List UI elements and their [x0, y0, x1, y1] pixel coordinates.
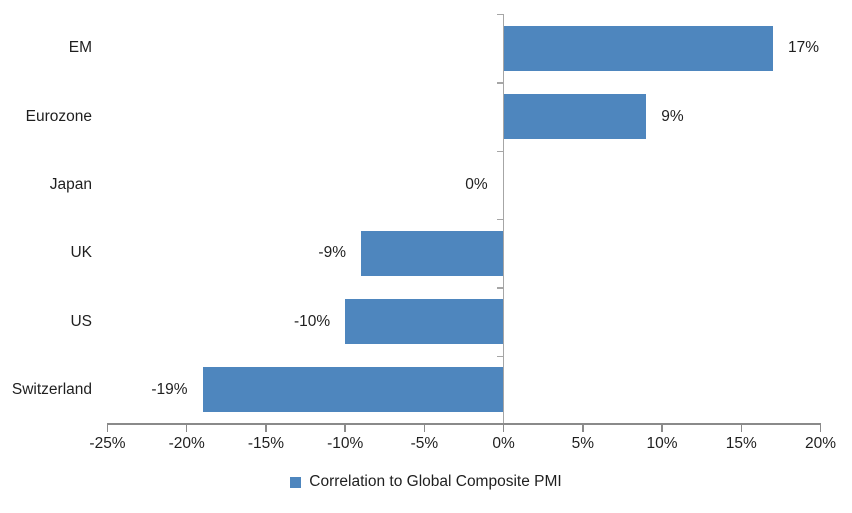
value-axis-tick	[502, 424, 505, 432]
value-axis-tick-label: -15%	[247, 435, 285, 452]
bar-em	[503, 25, 773, 71]
category-tick	[497, 219, 504, 221]
value-axis-tick	[582, 424, 584, 432]
legend-swatch	[290, 476, 302, 488]
data-label-us: -10%	[293, 312, 331, 330]
category-tick	[497, 82, 504, 84]
legend-label: Correlation to Global Composite PMI	[309, 473, 562, 490]
value-axis-tick-label: -25%	[89, 435, 126, 452]
bar-uk	[361, 230, 504, 276]
category-tick	[497, 287, 504, 289]
value-axis-tick-label: 5%	[571, 435, 595, 452]
data-label-uk: -9%	[318, 244, 346, 262]
category-label-eurozone: Eurozone	[25, 107, 92, 125]
category-label-japan: Japan	[49, 175, 92, 193]
value-axis-tick	[185, 424, 188, 432]
category-label-us: US	[70, 312, 92, 330]
data-label-em: 17%	[787, 39, 819, 57]
value-axis-tick-label: -5%	[410, 435, 439, 452]
value-axis-tick-label: 20%	[804, 435, 837, 452]
value-axis-tick	[661, 424, 663, 432]
category-label-switzerland: Switzerland	[11, 380, 92, 398]
category-axis-line	[502, 14, 505, 432]
data-label-japan: 0%	[465, 175, 488, 193]
value-axis-tick-label: 15%	[725, 435, 757, 452]
data-label-switzerland: -19%	[151, 380, 188, 398]
bar-switzerland	[202, 367, 504, 413]
category-label-uk: UK	[70, 244, 92, 262]
value-axis-tick-label: 10%	[646, 435, 678, 452]
bar-us	[345, 299, 504, 344]
value-axis-tick	[344, 424, 346, 432]
data-label-eurozone: 9%	[661, 107, 684, 125]
bar-eurozone	[503, 94, 647, 139]
value-axis-tick-label: 0%	[492, 435, 515, 452]
value-axis-tick	[265, 424, 267, 432]
category-tick	[497, 150, 504, 152]
value-axis-tick	[819, 424, 822, 432]
value-axis-tick	[423, 424, 426, 432]
legend: Correlation to Global Composite PMI	[0, 470, 852, 494]
category-tick	[497, 14, 504, 16]
value-axis-line	[107, 423, 821, 425]
category-tick	[497, 355, 504, 357]
value-axis-tick-label: -10%	[327, 435, 364, 452]
value-axis-tick	[740, 424, 743, 432]
value-axis-tick	[106, 424, 109, 432]
value-axis-tick-label: -20%	[168, 435, 205, 452]
category-label-em: EM	[68, 39, 92, 57]
